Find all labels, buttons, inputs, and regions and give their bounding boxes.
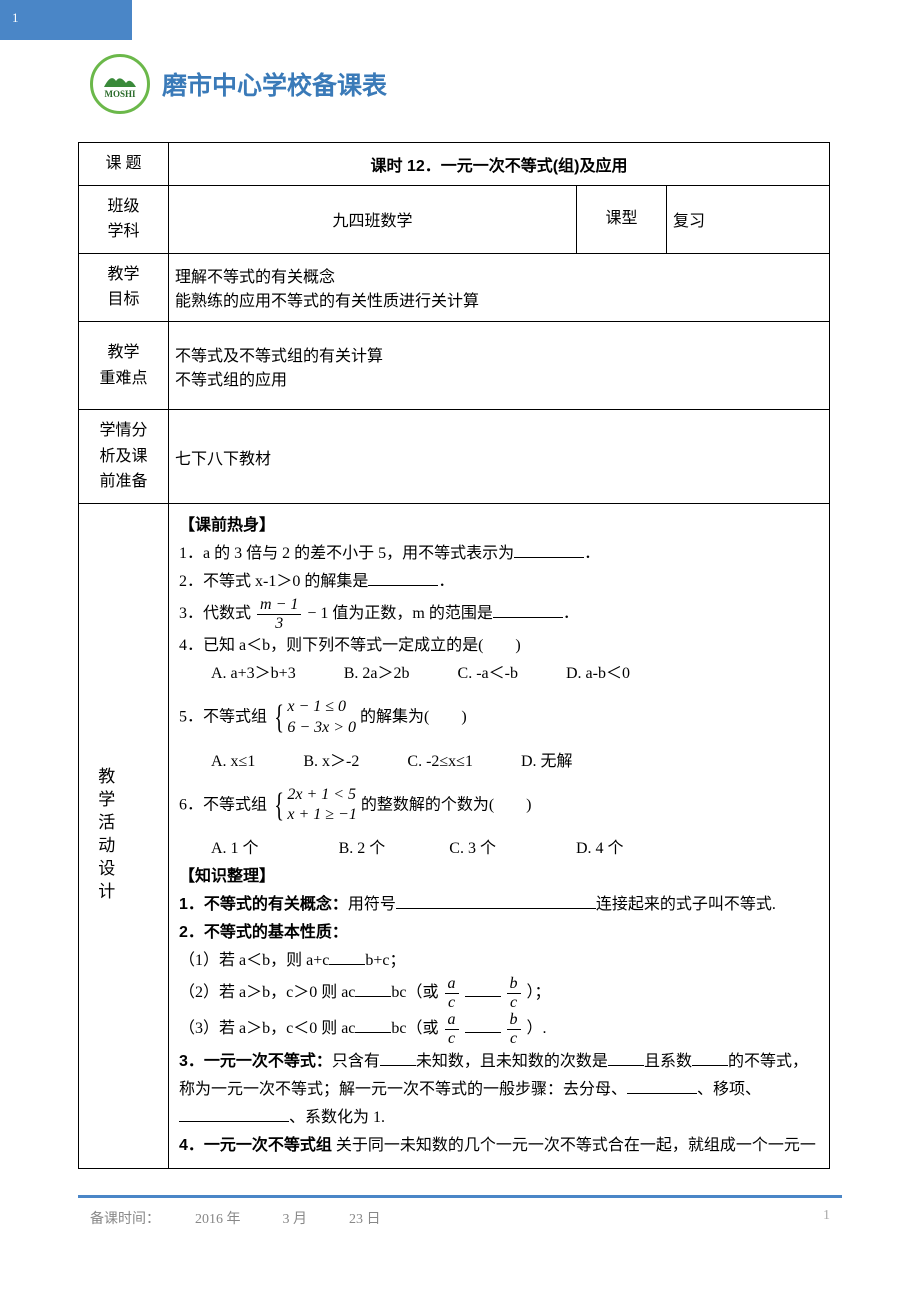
type-value: 复习 <box>667 185 830 253</box>
school-logo: MOSHI <box>90 54 150 114</box>
brace-icon: { <box>274 688 284 748</box>
blank <box>329 949 365 965</box>
fraction: ac <box>445 975 459 1011</box>
warmup-q4-choices: A. a+3＞b+3 B. 2a＞2b C. -a＜-b D. a-b＜0 <box>179 660 819 688</box>
knowledge-head: 【知识整理】 <box>179 863 819 891</box>
system: 2x + 1 < 5 x + 1 ≥ −1 <box>287 785 356 827</box>
title-row: MOSHI 磨市中心学校备课表 <box>0 40 920 122</box>
blank <box>493 602 563 618</box>
knowledge-k2-3: （3）若 a＞b，c＜0 则 acbc（或 ac bc ）. <box>179 1011 819 1047</box>
logo-mountain-icon <box>102 69 138 89</box>
blank <box>465 1017 501 1033</box>
topic-value: 课时 12．一元一次不等式(组)及应用 <box>169 143 830 186</box>
knowledge-k4: 4．一元一次不等式组 关于同一未知数的几个一元一次不等式合在一起，就组成一个一元… <box>179 1132 819 1160</box>
difficulty-value: 不等式及不等式组的有关计算 不等式组的应用 <box>169 321 830 409</box>
fraction: bc <box>507 1011 521 1047</box>
activity-label: 教学活动设计 <box>79 503 169 1168</box>
knowledge-k2: 2．不等式的基本性质： <box>179 919 819 947</box>
warmup-q3: 3．代数式 m − 13 − 1 值为正数，m 的范围是． <box>179 596 819 632</box>
footer: 备课时间： 2016 年 3 月 23 日 1 <box>0 1198 920 1242</box>
blank <box>627 1078 697 1094</box>
lesson-plan-table: 课 题 课时 12．一元一次不等式(组)及应用 班级 学科 九四班数学 课型 复… <box>78 142 830 1169</box>
warmup-q4: 4．已知 a＜b，则下列不等式一定成立的是( ) <box>179 632 819 660</box>
system: x − 1 ≤ 0 6 − 3x > 0 <box>287 697 356 739</box>
knowledge-k1: 1．不等式的有关概念：用符号连接起来的式子叫不等式. <box>179 891 819 919</box>
goal-value: 理解不等式的有关概念 能熟练的应用不等式的有关性质进行关计算 <box>169 253 830 321</box>
blank <box>465 981 501 997</box>
warmup-q5-choices: A. x≤1 B. x＞-2 C. -2≤x≤1 D. 无解 <box>179 748 819 776</box>
blank <box>380 1050 416 1066</box>
blank <box>355 981 391 997</box>
class-value: 九四班数学 <box>169 185 577 253</box>
goal-label: 教学 目标 <box>79 253 169 321</box>
blank <box>396 893 596 909</box>
logo-text-moshi: MOSHI <box>104 89 135 99</box>
page-title: 磨市中心学校备课表 <box>162 66 387 102</box>
warmup-q6-choices: A. 1 个 B. 2 个 C. 3 个 D. 4 个 <box>179 835 819 863</box>
topic-label: 课 题 <box>79 143 169 186</box>
blank <box>514 542 584 558</box>
knowledge-k2-2: （2）若 a＞b，c＞0 则 acbc（或 ac bc ）； <box>179 975 819 1011</box>
blank <box>368 570 438 586</box>
warmup-q2: 2．不等式 x-1＞0 的解集是． <box>179 568 819 596</box>
fraction: m − 13 <box>257 596 301 632</box>
warmup-head: 【课前热身】 <box>179 512 819 540</box>
knowledge-k2-1: （1）若 a＜b，则 a+cb+c； <box>179 947 819 975</box>
fraction: ac <box>445 1011 459 1047</box>
blank <box>179 1106 289 1122</box>
difficulty-label: 教学 重难点 <box>79 321 169 409</box>
prep-label: 学情分 析及课 前准备 <box>79 410 169 504</box>
class-label: 班级 学科 <box>79 185 169 253</box>
blank <box>692 1050 728 1066</box>
blank <box>608 1050 644 1066</box>
warmup-q6: 6．不等式组 { 2x + 1 < 5 x + 1 ≥ −1 的整数解的个数为(… <box>179 776 819 836</box>
prep-value: 七下八下教材 <box>169 410 830 504</box>
header-bar: 1 <box>0 0 132 40</box>
brace-icon: { <box>274 776 284 836</box>
activity-content: 【课前热身】 1．a 的 3 倍与 2 的差不小于 5，用不等式表示为． 2．不… <box>169 503 830 1168</box>
footer-page: 1 <box>823 1208 830 1228</box>
blank <box>355 1017 391 1033</box>
fraction: bc <box>507 975 521 1011</box>
knowledge-k3: 3．一元一次不等式：只含有未知数，且未知数的次数是且系数的不等式，称为一元一次不… <box>179 1048 819 1132</box>
type-label: 课型 <box>577 185 667 253</box>
page-top-number: 1 <box>12 10 19 25</box>
warmup-q1: 1．a 的 3 倍与 2 的差不小于 5，用不等式表示为． <box>179 540 819 568</box>
warmup-q5: 5．不等式组 { x − 1 ≤ 0 6 − 3x > 0 的解集为( ) <box>179 688 819 748</box>
footer-date: 备课时间： 2016 年 3 月 23 日 <box>90 1208 381 1228</box>
